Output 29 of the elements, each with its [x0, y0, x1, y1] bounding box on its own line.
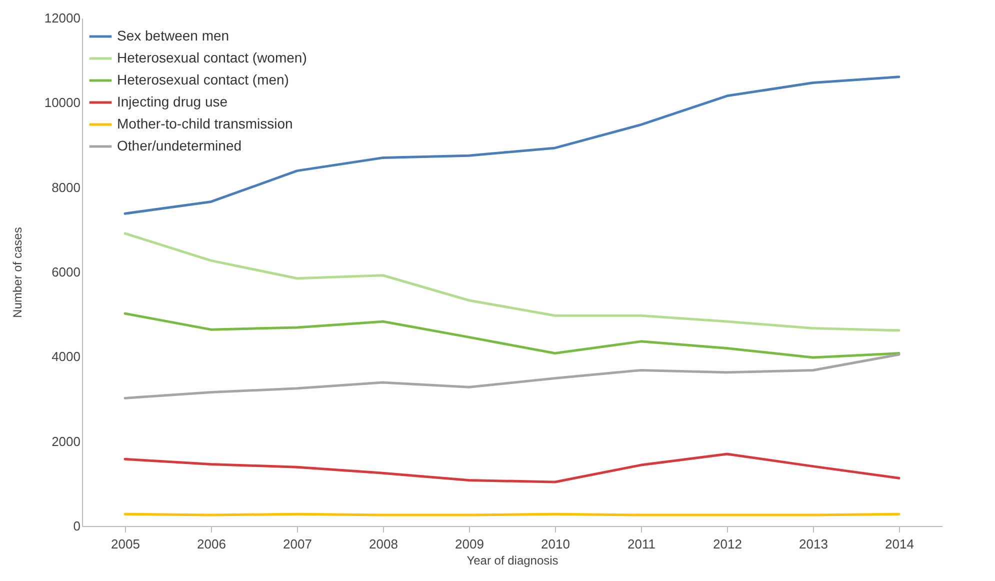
y-tick-label: 12000 [44, 10, 80, 26]
x-tick-label: 2008 [369, 536, 398, 552]
x-tick-label: 2010 [541, 536, 570, 552]
x-tick-label: 2014 [885, 536, 914, 552]
y-tick-label: 6000 [52, 264, 80, 280]
legend-label: Other/undetermined [117, 138, 242, 154]
x-tick-label: 2011 [628, 536, 656, 552]
y-tick-label: 2000 [52, 434, 80, 449]
line-series [124, 312, 900, 359]
line-series [124, 232, 900, 332]
legend-label: Injecting drug use [117, 94, 228, 110]
x-tick-label: 2009 [455, 536, 484, 552]
legend-label: Sex between men [117, 28, 230, 44]
x-tick-label: 2013 [799, 536, 828, 552]
legend-label: Mother-to-child transmission [117, 116, 293, 132]
x-tick-label: 2005 [111, 536, 140, 552]
y-tick-label: 4000 [52, 349, 80, 364]
x-tick-label: 2006 [197, 536, 226, 552]
y-tick-label: 0 [73, 518, 80, 534]
legend-label: Heterosexual contact (men) [117, 72, 289, 88]
legend-label: Heterosexual contact (women) [117, 50, 307, 66]
x-tick-label: 2007 [283, 536, 312, 552]
line-series [124, 353, 900, 400]
y-tick-label: 10000 [44, 95, 80, 110]
line-series [124, 452, 900, 484]
y-axis-title: Number of cases [10, 227, 24, 318]
y-tick-label: 8000 [52, 180, 80, 195]
x-tick-label: 2012 [713, 536, 742, 552]
x-axis-title: Year of diagnosis [466, 554, 558, 568]
